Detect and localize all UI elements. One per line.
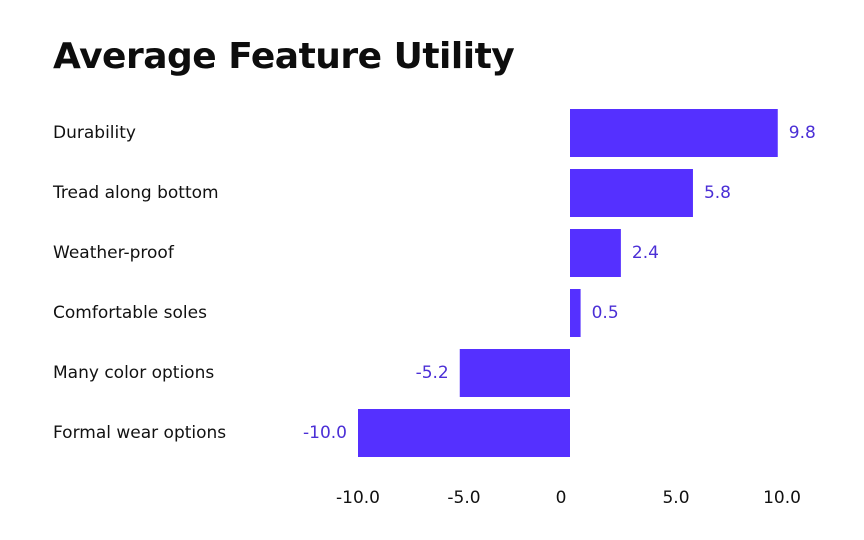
category-label: Weather-proof — [53, 243, 175, 263]
bar-weather-proof — [570, 229, 621, 277]
category-label: Comfortable soles — [53, 303, 207, 323]
value-label: -10.0 — [303, 423, 347, 443]
category-label: Tread along bottom — [52, 183, 219, 203]
value-label: -5.2 — [416, 363, 449, 383]
x-tick-label: 5.0 — [662, 488, 689, 508]
x-tick-label: 10.0 — [763, 488, 801, 508]
bar-formal-wear-options — [358, 409, 570, 457]
category-label: Many color options — [53, 363, 214, 383]
x-tick-label: -10.0 — [336, 488, 380, 508]
bar-durability — [570, 109, 778, 157]
x-tick-label: 0 — [556, 488, 567, 508]
chart-title: Average Feature Utility — [53, 36, 515, 77]
category-label: Formal wear options — [53, 423, 226, 443]
value-label: 5.8 — [704, 183, 731, 203]
bar-comfortable-soles — [570, 289, 581, 337]
value-label: 0.5 — [592, 303, 619, 323]
value-labels: 9.8 5.8 2.4 0.5 -5.2 -10.0 — [303, 123, 816, 443]
bar-tread-along-bottom — [570, 169, 693, 217]
x-tick-label: -5.0 — [447, 488, 480, 508]
category-labels: Durability Tread along bottom Weather-proo… — [52, 123, 226, 443]
category-label: Durability — [53, 123, 136, 143]
x-axis-tick-labels: -10.0 -5.0 0 5.0 10.0 — [336, 488, 801, 508]
bar-many-color-options — [459, 349, 570, 397]
bars-layer — [358, 109, 778, 457]
value-label: 9.8 — [789, 123, 816, 143]
value-label: 2.4 — [632, 243, 659, 263]
